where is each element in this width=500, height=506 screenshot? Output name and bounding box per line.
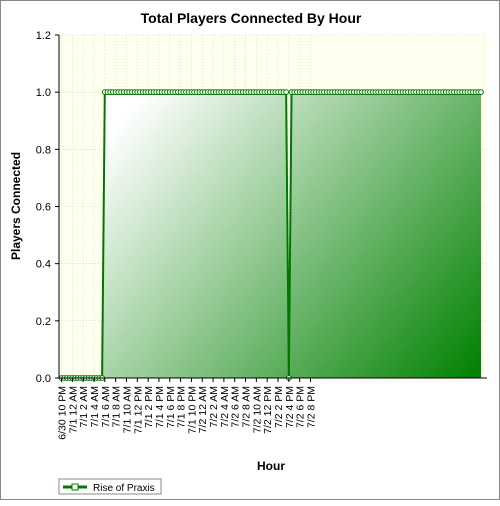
x-tick-label: 7/1 10 PM [186,386,198,434]
x-tick-label: 7/1 8 AM [111,386,123,427]
y-axis-label: Players Connected [9,152,23,260]
y-tick-label: 0.4 [36,259,51,271]
x-tick-label: 7/2 12 PM [262,386,274,434]
x-tick-label: 7/2 2 AM [208,386,220,427]
x-tick-label: 7/1 10 AM [121,386,133,433]
x-tick-label: 7/2 4 AM [219,386,231,427]
x-tick-label: 7/2 4 PM [284,386,296,428]
y-tick-label: 0.0 [36,373,51,385]
x-axis-label: Hour [257,459,285,473]
x-tick-label: 7/1 4 AM [89,386,101,427]
data-point [283,89,290,96]
y-tick-label: 0.8 [36,144,51,156]
legend-label: Rise of Praxis [93,483,155,494]
x-tick-label: 7/2 2 PM [273,386,285,428]
x-tick-label: 7/2 6 PM [295,386,307,428]
y-ticks: 0.0 0.2 0.4 0.6 0.8 1.0 1.2 [36,30,59,385]
legend-marker-swatch [71,483,79,491]
y-tick-label: 1.0 [36,87,51,99]
x-tick-label: 7/1 12 PM [132,386,144,434]
x-tick-label: 7/2 8 PM [305,386,317,428]
data-point [478,89,484,96]
x-tick-label: 7/1 6 AM [100,386,112,427]
y-tick-label: 0.6 [36,202,51,214]
y-tick-label: 1.2 [36,30,51,42]
x-tick-label: 7/1 8 PM [176,386,188,428]
x-tick-label: 7/1 2 AM [78,386,90,427]
chart-title: Total Players Connected By Hour [141,10,362,26]
x-tick-label: 6/30 10 PM [57,386,69,440]
legend: Rise of Praxis [58,478,162,495]
series-area [61,92,481,379]
x-tick-label: 7/1 6 PM [165,386,177,428]
x-tick-label: 7/1 12 AM [67,386,79,433]
x-tick-label: 7/2 8 AM [241,386,253,427]
series-markers [58,89,484,381]
legend-box [58,478,162,495]
x-tick-label: 7/2 12 AM [197,386,209,433]
x-tick-label: 7/2 6 AM [230,386,242,427]
y-tick-label: 0.2 [36,316,51,328]
x-tick-label: 7/1 4 PM [154,386,166,428]
x-tick-label: 7/2 10 AM [251,386,263,433]
x-tick-label: 7/1 2 PM [143,386,155,428]
x-ticks: 6/30 10 PM7/1 12 AM7/1 2 AM7/1 4 AM7/1 6… [57,378,317,440]
